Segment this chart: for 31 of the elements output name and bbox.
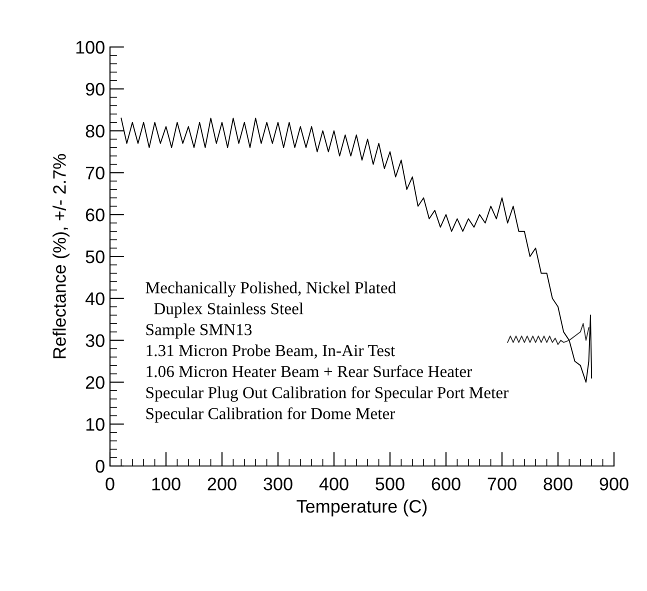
y-tick-label: 50 (86, 250, 104, 264)
annotation: Duplex Stainless Steel (154, 302, 304, 318)
annotation: Specular Calibration for Dome Meter (146, 407, 396, 423)
x-tick-label: 400 (319, 478, 348, 490)
x-tick-label: 700 (488, 478, 516, 490)
y-tick-label: 70 (86, 166, 104, 180)
annotation: 1.06 Micron Heater Beam + Rear Surface Heater (146, 365, 472, 378)
x-tick-label: 900 (600, 478, 628, 490)
x-tick-label: 600 (432, 478, 460, 490)
y-tick-label: 20 (86, 376, 104, 389)
y-tick-label: 60 (86, 208, 104, 222)
annotation: Sample SMN13 (146, 324, 252, 339)
y-tick-label: 0 (96, 460, 104, 473)
y-tick-label: 30 (86, 334, 104, 348)
line-series (507, 323, 590, 345)
y-tick-label: 90 (86, 82, 104, 96)
x-tick-label: 100 (152, 478, 180, 490)
x-tick-label: 300 (264, 478, 292, 490)
x-axis-title: Temperature (C) (296, 500, 427, 516)
y-tick-label: 40 (85, 292, 104, 306)
y-tick-label: 10 (86, 418, 104, 431)
annotation: Specular Plug Out Calibration for Specular Port Meter (146, 386, 508, 402)
y-tick-label: 100 (76, 40, 104, 54)
x-tick-label: 0 (106, 478, 114, 490)
annotation: Mechanically Polished, Nickel Plated (146, 282, 396, 297)
x-tick-label: 800 (544, 478, 572, 490)
y-tick-label: 80 (86, 124, 104, 138)
y-axis-title: Reflectance (%), +/- 2.7% (52, 154, 70, 358)
annotation: 1.31 Micron Probe Beam, In-Air Test (146, 344, 396, 359)
x-tick-label: 200 (208, 478, 236, 490)
x-tick-label: 500 (376, 478, 404, 490)
